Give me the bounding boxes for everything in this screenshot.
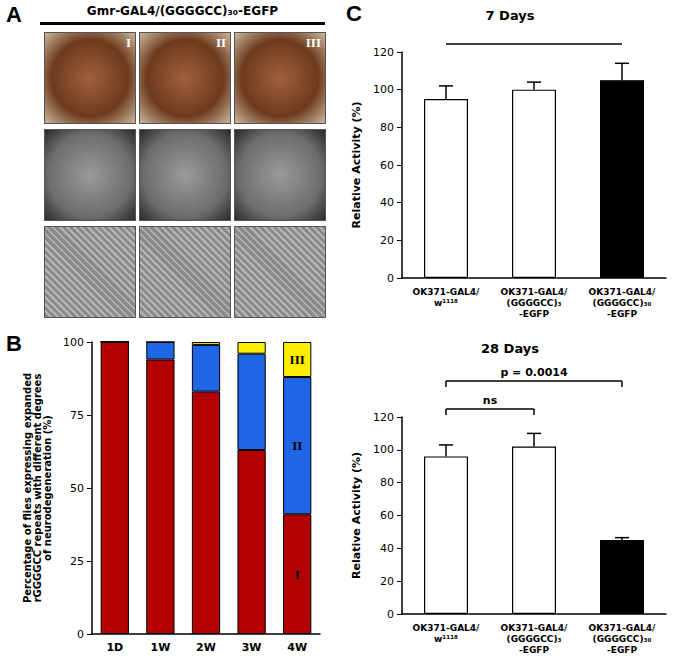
svg-text:ns: ns (483, 394, 498, 407)
svg-text:2W: 2W (196, 641, 216, 654)
svg-text:0: 0 (387, 608, 394, 621)
svg-text:-EGFP: -EGFP (519, 645, 549, 655)
svg-text:(GGGGCC)₃: (GGGGCC)₃ (507, 298, 562, 308)
svg-text:II: II (292, 438, 302, 453)
svg-text:120: 120 (373, 46, 394, 59)
html-text:III: III (305, 35, 321, 50)
svg-text:Relative Activity (%): Relative Activity (%) (350, 102, 363, 229)
svg-text:I: I (295, 567, 300, 582)
svg-text:80: 80 (380, 121, 394, 134)
svg-text:(GGGGCC)₃₀: (GGGGCC)₃₀ (593, 298, 652, 308)
svg-text:Relative Activity (%): Relative Activity (%) (350, 452, 363, 579)
svg-text:w¹¹¹⁸: w¹¹¹⁸ (434, 298, 458, 308)
svg-text:(GGGGCC)₃₀: (GGGGCC)₃₀ (593, 634, 652, 644)
svg-text:OK371-GAL4/: OK371-GAL4/ (413, 623, 480, 633)
svg-text:(GGGGCC)₃: (GGGGCC)₃ (507, 634, 562, 644)
svg-text:60: 60 (380, 159, 394, 172)
svg-text:0: 0 (77, 628, 84, 641)
svg-text:60: 60 (380, 509, 394, 522)
svg-text:1D: 1D (106, 641, 123, 654)
svg-text:100: 100 (63, 336, 84, 349)
svg-text:40: 40 (380, 196, 394, 209)
svg-text:OK371-GAL4/: OK371-GAL4/ (589, 287, 656, 297)
svg-text:80: 80 (380, 476, 394, 489)
svg-text:20: 20 (380, 234, 394, 247)
html-text:A: A (6, 2, 22, 27)
svg-text:w¹¹¹⁸: w¹¹¹⁸ (434, 634, 458, 644)
svg-text:p = 0.0014: p = 0.0014 (500, 366, 568, 379)
svg-text:3W: 3W (242, 641, 262, 654)
html-text:I: I (125, 35, 131, 50)
svg-text:C: C (346, 1, 362, 26)
svg-text:4W: 4W (287, 641, 307, 654)
svg-text:40: 40 (380, 542, 394, 555)
svg-text:0: 0 (387, 272, 394, 285)
svg-text:-EGFP: -EGFP (607, 645, 637, 655)
html-text:II: II (215, 35, 226, 50)
svg-text:OK371-GAL4/: OK371-GAL4/ (413, 287, 480, 297)
svg-text:120: 120 (373, 411, 394, 424)
svg-text:B: B (6, 331, 22, 356)
svg-text:50: 50 (70, 482, 84, 495)
html-text:Gmr-GAL4/(GGGGCC)₃₀-EGFP: Gmr-GAL4/(GGGGCC)₃₀-EGFP (86, 4, 279, 18)
svg-text:rGGGGCC repeats with different: rGGGGCC repeats with different degrees (31, 373, 43, 603)
svg-text:III: III (290, 352, 305, 367)
svg-text:OK371-GAL4/: OK371-GAL4/ (501, 623, 568, 633)
svg-text:-EGFP: -EGFP (607, 309, 637, 319)
svg-text:OK371-GAL4/: OK371-GAL4/ (501, 287, 568, 297)
svg-text:75: 75 (70, 409, 84, 422)
svg-text:of neurodegeneration (%): of neurodegeneration (%) (42, 415, 53, 561)
svg-text:Percentage of flies expressing: Percentage of flies expressing expanded (21, 372, 33, 604)
svg-text:20: 20 (380, 575, 394, 588)
svg-text:100: 100 (373, 443, 394, 456)
svg-text:28 Days: 28 Days (481, 341, 539, 356)
svg-text:25: 25 (70, 555, 84, 568)
svg-text:-EGFP: -EGFP (519, 309, 549, 319)
svg-text:1W: 1W (151, 641, 171, 654)
svg-text:7 Days: 7 Days (486, 8, 535, 23)
svg-text:OK371-GAL4/: OK371-GAL4/ (589, 623, 656, 633)
svg-text:100: 100 (373, 83, 394, 96)
